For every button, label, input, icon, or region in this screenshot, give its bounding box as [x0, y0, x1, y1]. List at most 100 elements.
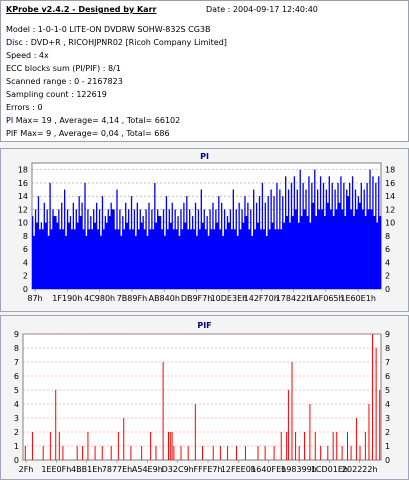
- pif-bar: [169, 432, 171, 460]
- pif-bar: [350, 446, 352, 460]
- pi-bar: [174, 229, 178, 289]
- pi-chart: 0 0 2 2 4 4 6 6 8 8 10 10 12 12 14 14 16 16 18 18 87h 1F190h 4…: [18, 162, 395, 303]
- pi-bar: [328, 209, 332, 289]
- pi-ytick-left: 12: [18, 205, 28, 214]
- pi-bar: [308, 222, 312, 289]
- pi-bar: [282, 222, 286, 289]
- pif-ytick-left: 7: [14, 358, 19, 367]
- pi-bar: [157, 216, 161, 289]
- info-speed: Speed : 4x: [6, 51, 49, 60]
- pif-bar: [141, 446, 143, 460]
- pi-bar: [130, 229, 135, 289]
- info-pi-stats: PI Max= 19 , Average= 4,14 , Total= 6610…: [6, 116, 181, 125]
- pif-ytick-right: 6: [385, 372, 390, 381]
- app-title: KProbe v2.4.2 - Designed by Karr: [6, 5, 157, 14]
- pi-bar: [177, 235, 181, 289]
- pi-ytick-left: 6: [23, 245, 28, 254]
- pi-bar: [203, 229, 207, 289]
- pi-bar: [375, 222, 379, 289]
- pi-xtick-label: DB9F7h: [181, 294, 213, 303]
- pi-bar: [232, 229, 236, 289]
- pi-ytick-left: 4: [23, 258, 28, 267]
- pi-bar: [107, 216, 111, 289]
- pi-bar: [154, 222, 158, 289]
- pi-bar: [136, 229, 140, 289]
- pi-bar: [46, 235, 50, 289]
- pi-bar: [110, 209, 114, 289]
- scan-date: Date : 2004-09-17 12:40:40: [206, 5, 318, 14]
- pif-bar: [375, 348, 377, 460]
- pif-bar: [162, 362, 164, 460]
- pif-bar: [320, 446, 322, 460]
- pi-bar: [148, 229, 152, 289]
- pif-xtick-label: 4BB1Eh: [71, 465, 102, 474]
- pi-bar: [261, 229, 265, 289]
- pif-bar: [280, 432, 282, 460]
- pi-bar: [66, 222, 71, 289]
- pif-bar: [24, 446, 26, 460]
- pi-bar: [101, 229, 106, 289]
- pif-xtick-label: FFFE7h: [194, 465, 223, 474]
- pi-bar: [270, 222, 274, 289]
- pif-bar: [171, 432, 173, 460]
- pi-bar: [360, 209, 364, 289]
- pif-bar: [304, 432, 306, 460]
- pif-bar: [264, 446, 266, 460]
- pi-bar: [127, 229, 132, 289]
- pif-bar: [87, 432, 89, 460]
- pif-bar: [341, 446, 343, 460]
- pi-bar: [349, 209, 353, 289]
- pi-bar: [93, 222, 97, 289]
- pif-chart-panel: PIF 0 0 1 1 2 2 3 3 4 4 5 5 6 6 7 7 8 8 9 9 2Fh 1EE0Fh 4BB1Eh 7…: [0, 315, 409, 480]
- info-errors: Errors : 0: [6, 103, 43, 112]
- pif-ytick-right: 2: [385, 428, 390, 437]
- pi-bar: [104, 222, 108, 289]
- pif-xtick-label: 1640FEh: [251, 465, 286, 474]
- pi-bar: [34, 222, 39, 289]
- pif-bar: [309, 404, 311, 460]
- pif-bar: [273, 446, 275, 460]
- pif-bar: [364, 432, 366, 460]
- pi-bar: [378, 216, 382, 289]
- pi-bar: [244, 216, 248, 289]
- pi-bar: [63, 235, 68, 289]
- pi-bar: [235, 235, 239, 289]
- pif-xtick-label: 1CD01Eh: [311, 465, 348, 474]
- pi-bar: [168, 222, 172, 289]
- pi-bar: [311, 202, 315, 289]
- pi-bar: [279, 229, 283, 289]
- pi-bar: [139, 222, 143, 289]
- pi-chart-title: PI: [200, 152, 209, 161]
- pi-ytick-right: 2: [385, 272, 390, 281]
- pif-bar: [298, 446, 300, 460]
- pif-bar: [295, 432, 297, 460]
- pif-bar: [219, 446, 221, 460]
- pif-ytick-left: 9: [14, 330, 19, 339]
- pif-bar: [379, 390, 381, 460]
- pi-bar: [145, 235, 149, 289]
- pif-ytick-right: 7: [385, 358, 390, 367]
- pi-bar: [78, 216, 82, 289]
- pif-bar: [187, 446, 189, 460]
- pi-bar: [267, 229, 271, 289]
- pif-bar: [257, 446, 259, 460]
- pi-bar: [372, 216, 376, 289]
- pif-bar: [150, 432, 152, 460]
- pi-bar: [215, 222, 219, 289]
- pi-ytick-right: 10: [385, 219, 395, 228]
- pif-bar: [227, 446, 229, 460]
- pif-ytick-right: 9: [385, 330, 390, 339]
- pi-ytick-left: 8: [23, 232, 28, 241]
- pi-bar: [296, 222, 300, 289]
- pi-bar: [40, 229, 44, 289]
- pi-bar: [299, 216, 303, 289]
- pi-ytick-left: 14: [18, 192, 28, 201]
- pi-bar: [226, 222, 231, 289]
- pif-xtick-label: 2Fh: [19, 465, 34, 474]
- pif-bar: [82, 446, 84, 460]
- pif-bar: [291, 362, 293, 460]
- pif-ytick-left: 6: [14, 372, 19, 381]
- pi-bar: [165, 229, 169, 289]
- pi-bar: [276, 229, 280, 289]
- pif-ytick-right: 4: [385, 400, 390, 409]
